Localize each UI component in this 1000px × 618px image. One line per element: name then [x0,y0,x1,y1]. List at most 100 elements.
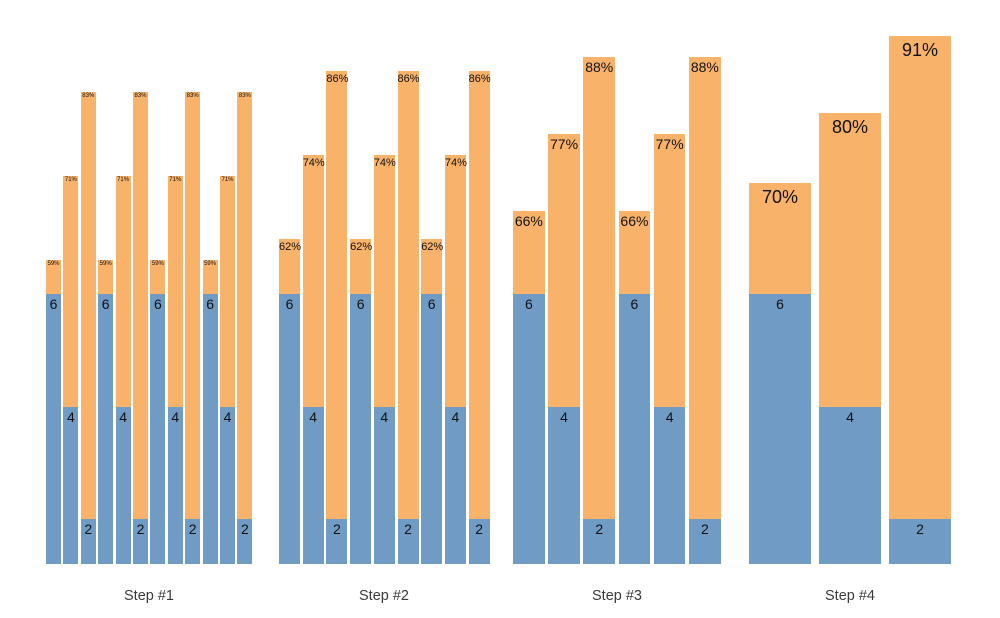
bar-base-segment [819,406,881,564]
bar-base-segment [302,406,324,564]
bar-percent-label: 86% [468,73,491,85]
bar-percent-label: 71% [169,177,182,183]
bar: 83% 2 [80,92,96,564]
x-axis-label-step-3: Step #3 [592,588,642,604]
bar-percent-label: 66% [514,213,543,229]
bar-percent-label: 83% [186,93,199,99]
bar: 71% 4 [220,176,235,564]
bar-value-label: 2 [84,521,93,537]
bar-percent-label: 71% [117,177,130,183]
bar-value-label: 2 [475,521,483,537]
bar: 74% 4 [444,155,467,564]
bar-base-segment [63,406,79,564]
bar-value-label: 6 [49,296,58,312]
bar-value-label: 6 [427,296,436,312]
bar: 86% 2 [468,71,491,564]
bar: 59% 6 [46,260,61,564]
bar: 86% 2 [397,71,420,564]
bar-base-segment [653,406,686,564]
bar-percent-label: 59% [47,261,60,267]
bar-value-label: 2 [595,521,604,537]
bar: 74% 4 [302,155,325,564]
bar: 88% 2 [689,57,721,564]
bar-value-label: 4 [171,408,180,425]
bar-base-segment [80,519,96,564]
bar-value-label: 4 [66,408,75,425]
bar: 77% 4 [548,134,580,564]
bar-base-segment [444,406,466,564]
bar: 70% 6 [749,183,811,564]
bar-base-segment [618,294,651,564]
bar-base-segment [167,406,183,564]
bar: 80% 4 [819,113,881,564]
bar-percent-label: 88% [585,59,614,75]
bar-value-label: 4 [846,408,854,425]
bar: 83% 2 [237,92,253,564]
bar-percent-label: 77% [655,136,684,152]
bar-value-label: 6 [356,296,365,312]
bar-percent-label: 77% [550,136,579,152]
bar-base-segment [548,406,580,564]
bar-value-label: 4 [223,408,232,425]
bar-base-segment [350,294,372,564]
bar-base-segment [46,294,61,564]
bar-percent-label: 74% [373,157,396,169]
bar-value-label: 4 [380,408,389,425]
bar-base-segment [185,519,201,564]
bar-base-segment [583,519,616,564]
bar-value-label: 2 [240,521,249,537]
bar-value-label: 6 [630,296,639,312]
bar: 91% 2 [889,36,951,564]
bar-base-segment [397,519,419,564]
bar: 71% 4 [115,176,131,564]
bar: 86% 2 [326,71,349,564]
bar-value-label: 2 [332,521,341,537]
bar-value-label: 2 [916,521,924,537]
bar: 62% 6 [279,239,301,564]
bar: 83% 2 [133,92,148,564]
bar-base-segment [468,519,490,564]
bar: 59% 6 [98,260,114,564]
bar-percent-label: 83% [82,93,95,99]
bar-base-segment [202,294,218,564]
bar-value-label: 4 [451,408,460,425]
bar-percent-label: 71% [64,177,77,183]
bar-value-label: 6 [524,296,533,312]
bar-percent-label: 66% [620,213,649,229]
bar-percent-label: 74% [444,157,467,169]
bar-base-segment [150,294,166,564]
bar-base-segment [133,519,148,564]
bar: 71% 4 [63,176,79,564]
bar: 71% 4 [167,176,183,564]
bar-percent-label: 74% [302,157,325,169]
bar-base-segment [326,519,348,564]
bar-base-segment [279,294,300,564]
bar-value-label: 6 [206,296,214,312]
bar-value-label: 6 [101,296,110,312]
bar-base-segment [373,406,395,564]
bar-percent-label: 80% [831,117,869,137]
bar: 83% 2 [185,92,201,564]
bar-value-label: 4 [119,408,127,425]
bar: 74% 4 [373,155,396,564]
bar: 62% 6 [421,239,444,564]
bar: 66% 6 [618,211,651,564]
x-axis-label-step-2: Step #2 [359,588,409,604]
bar-value-label: 4 [665,408,674,425]
bar-base-segment [749,294,811,564]
bar-value-label: 4 [309,408,318,425]
bar: 77% 4 [653,134,686,564]
bar-percent-label: 83% [238,93,251,99]
bar-base-segment [237,519,253,564]
x-axis-label-step-4: Step #4 [825,588,875,604]
bar-base-segment [98,294,114,564]
bar-percent-label: 86% [326,73,349,85]
bar: 66% 6 [513,211,545,564]
bar-base-segment [220,406,235,564]
bar-value-label: 4 [560,408,568,425]
bar-value-label: 2 [188,521,197,537]
bar-percent-label: 83% [134,93,147,99]
bar-percent-label: 62% [421,241,444,253]
bar-percent-label: 59% [99,261,112,267]
